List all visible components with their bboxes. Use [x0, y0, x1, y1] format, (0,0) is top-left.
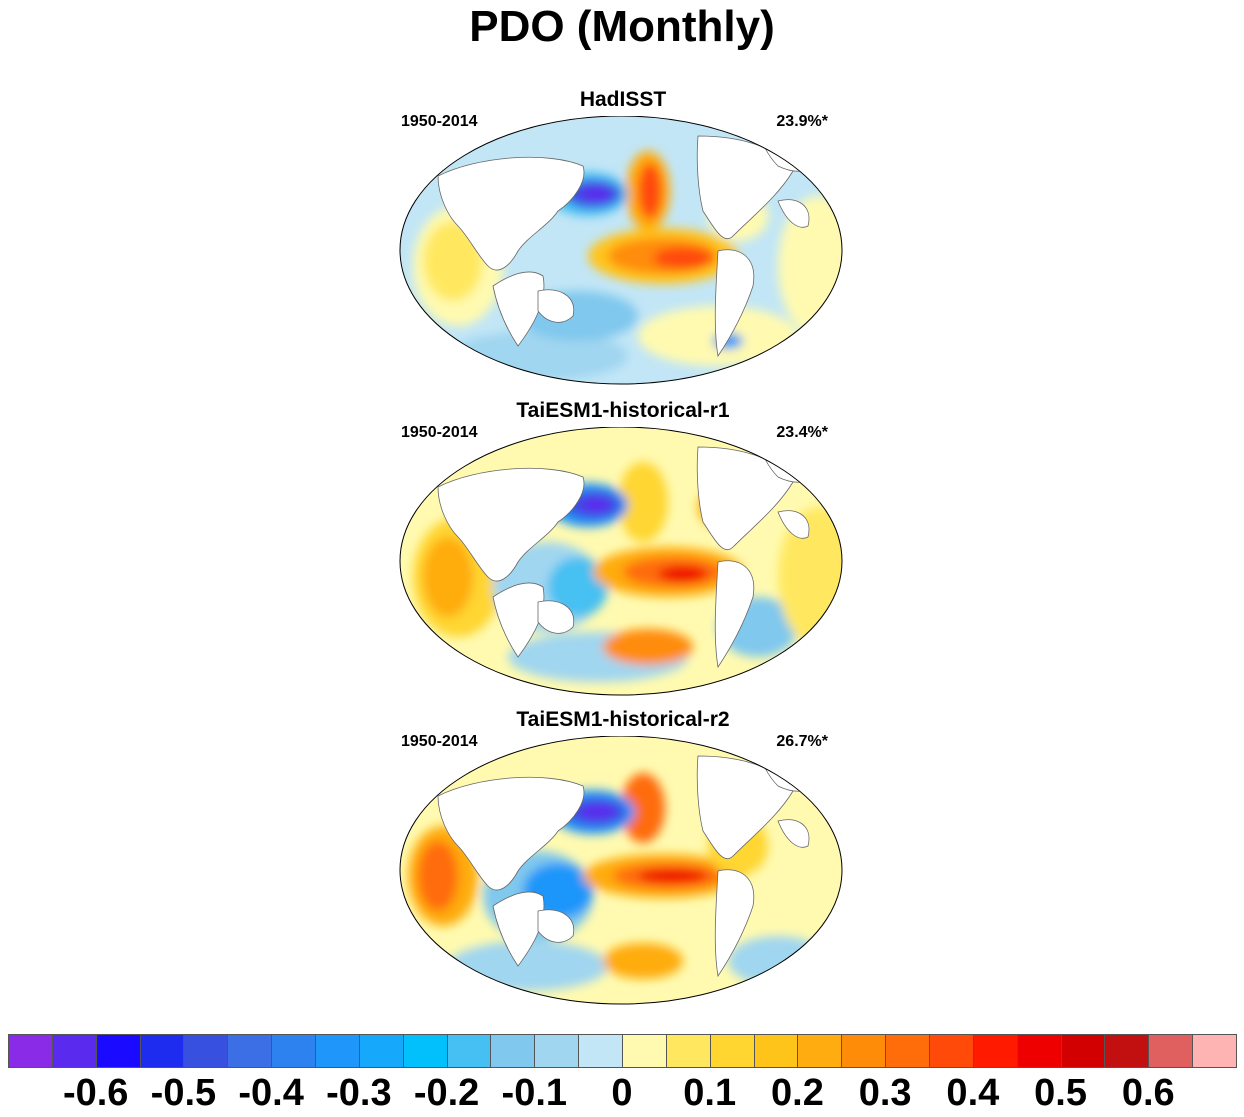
- colorbar-cell: [622, 1034, 667, 1068]
- colorbar-cell: [1104, 1034, 1150, 1068]
- figure-title: PDO (Monthly): [469, 2, 775, 51]
- colorbar-tick-label: -0.6: [62, 1072, 129, 1114]
- map-panel-taiesm1-r1: TaiESM1-historical-r1 1950-2014 23.4%*: [398, 399, 848, 697]
- colorbar-cell: [665, 1034, 711, 1068]
- colorbar-tick-label: -0.2: [413, 1072, 480, 1114]
- colorbar-tick-label: 0.5: [1034, 1072, 1087, 1114]
- colorbar-tick-label: 0.2: [771, 1072, 824, 1114]
- colorbar-cell: [972, 1034, 1018, 1068]
- colorbar: [8, 1034, 1237, 1068]
- colorbar-cell: [1148, 1034, 1194, 1068]
- panel-title: TaiESM1-historical-r1: [516, 399, 730, 422]
- colorbar-cell: [315, 1034, 360, 1068]
- pdo-map: [399, 427, 843, 696]
- colorbar-cell: [95, 1034, 141, 1068]
- colorbar-cell: [929, 1034, 974, 1068]
- panel-variance: 26.7%*: [776, 733, 828, 750]
- colorbar-cell: [1060, 1034, 1106, 1068]
- colorbar-cell: [841, 1034, 887, 1068]
- colorbar-cell: [271, 1034, 316, 1068]
- panel-period: 1950-2014: [401, 733, 478, 750]
- colorbar-tick-label: 0.4: [946, 1072, 1000, 1114]
- map-panel-taiesm1-r2: TaiESM1-historical-r2 1950-2014 26.7%*: [398, 708, 848, 1006]
- colorbar-cell: [753, 1034, 799, 1068]
- colorbar-tick-label: -0.5: [150, 1072, 217, 1114]
- colorbar-cell: [8, 1034, 53, 1068]
- panel-variance: 23.9%*: [776, 113, 828, 130]
- colorbar-cell: [446, 1034, 492, 1068]
- colorbar-tick-label: 0.3: [858, 1072, 912, 1114]
- colorbar-cell: [578, 1034, 623, 1068]
- colorbar-cell: [358, 1034, 404, 1068]
- colorbar-cell: [139, 1034, 185, 1068]
- colorbar-cell: [885, 1034, 930, 1068]
- colorbar-cell: [183, 1034, 229, 1068]
- colorbar-cell: [227, 1034, 273, 1068]
- panel-period: 1950-2014: [401, 424, 478, 441]
- pdo-map: [399, 736, 843, 1005]
- colorbar-cell: [534, 1034, 580, 1068]
- colorbar-tick-label: -0.1: [501, 1072, 568, 1114]
- panel-period: 1950-2014: [401, 113, 478, 130]
- panel-title: TaiESM1-historical-r2: [516, 708, 730, 731]
- colorbar-tick-label: -0.4: [238, 1072, 304, 1114]
- panel-title: HadISST: [579, 88, 667, 111]
- colorbar-cell: [797, 1034, 843, 1068]
- map-panel-hadisst: HadISST 1950-2014 23.9%*: [398, 88, 848, 386]
- colorbar-cell: [490, 1034, 536, 1068]
- colorbar-tick-label: 0.1: [683, 1072, 737, 1114]
- colorbar-cell: [1192, 1034, 1237, 1068]
- colorbar-tick-label: 0: [611, 1072, 633, 1114]
- colorbar-cell: [402, 1034, 448, 1068]
- colorbar-cell: [709, 1034, 755, 1068]
- colorbar-tick-label: -0.3: [326, 1072, 392, 1114]
- panel-variance: 23.4%*: [776, 424, 828, 441]
- colorbar-cell: [51, 1034, 97, 1068]
- pdo-map: [399, 116, 843, 385]
- colorbar-cell: [1016, 1034, 1062, 1068]
- colorbar-tick-label: 0.6: [1121, 1072, 1175, 1114]
